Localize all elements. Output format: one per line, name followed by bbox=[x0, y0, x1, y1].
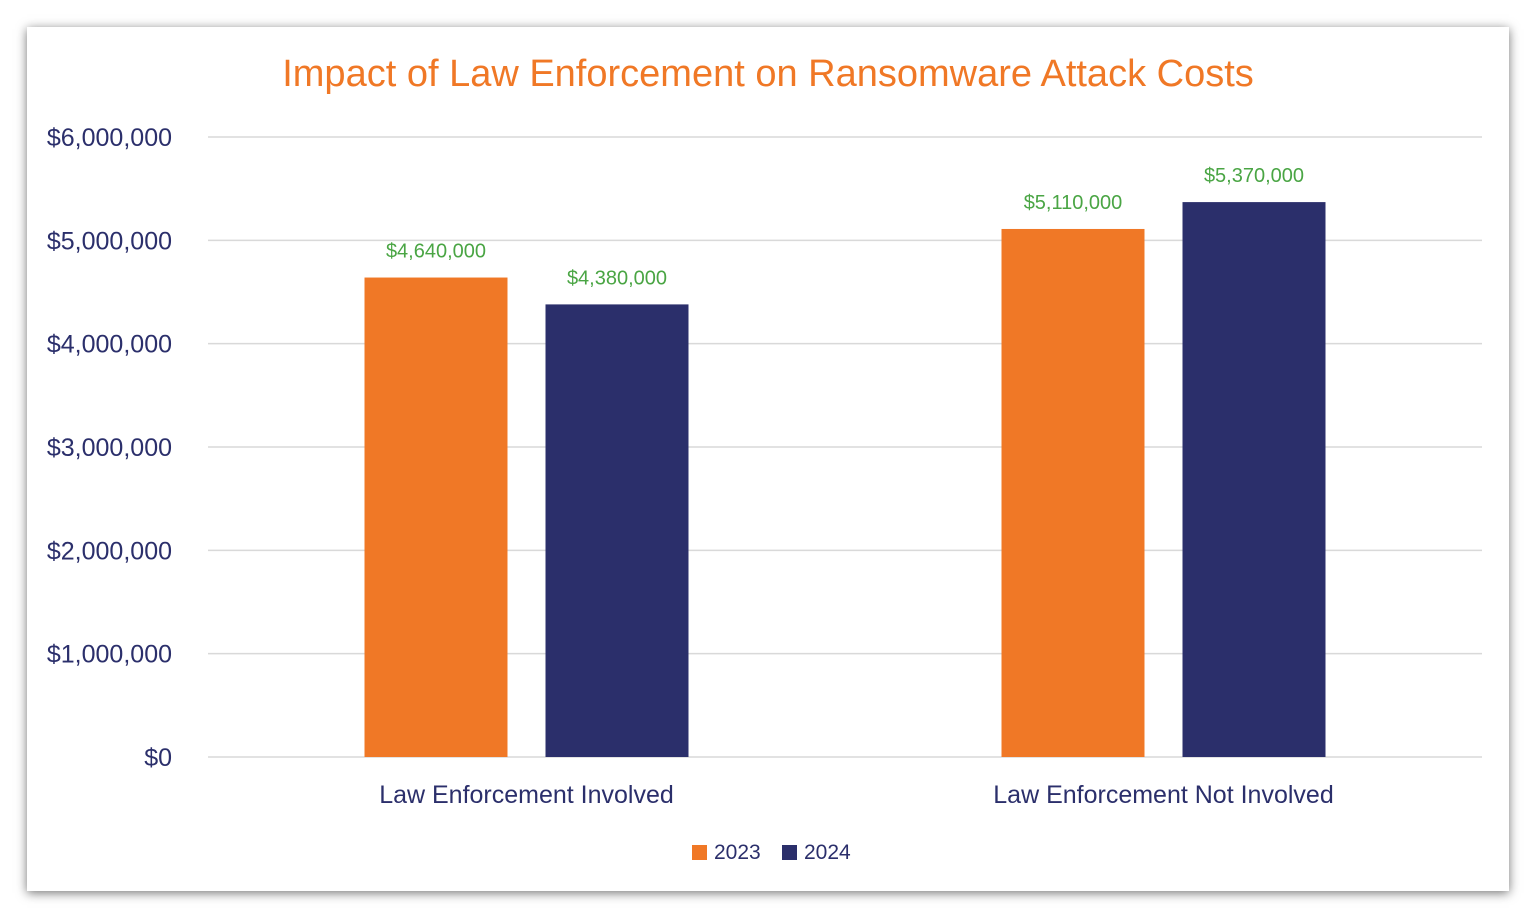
y-tick-label: $3,000,000 bbox=[47, 434, 172, 462]
bar-2024-2 bbox=[1182, 202, 1326, 758]
bar-2024-1 bbox=[545, 304, 689, 757]
y-tick-label: $0 bbox=[144, 744, 172, 772]
y-tick-label: $1,000,000 bbox=[47, 641, 172, 669]
y-tick-label: $2,000,000 bbox=[47, 537, 172, 565]
y-tick-label: $6,000,000 bbox=[47, 124, 172, 152]
bar-2023-1 bbox=[364, 277, 508, 757]
y-tick-label: $4,000,000 bbox=[47, 331, 172, 359]
x-tick-label: Law Enforcement Not Involved bbox=[993, 781, 1333, 809]
data-label: $5,110,000 bbox=[1024, 192, 1123, 214]
bar-2023-2 bbox=[1001, 228, 1145, 757]
data-label: $5,370,000 bbox=[1204, 165, 1304, 187]
y-tick-label: $5,000,000 bbox=[47, 227, 172, 255]
chart-title: Impact of Law Enforcement on Ransomware … bbox=[282, 53, 1254, 95]
legend-item-2024: 2024 bbox=[782, 841, 851, 864]
legend-item-2023: 2023 bbox=[692, 841, 761, 864]
legend-label: 2024 bbox=[804, 841, 851, 864]
legend-swatch bbox=[692, 845, 707, 860]
legend-label: 2023 bbox=[714, 841, 761, 864]
x-tick-label: Law Enforcement Involved bbox=[379, 781, 674, 809]
legend-swatch bbox=[782, 845, 797, 860]
data-label: $4,380,000 bbox=[567, 267, 667, 289]
data-label: $4,640,000 bbox=[386, 241, 486, 263]
